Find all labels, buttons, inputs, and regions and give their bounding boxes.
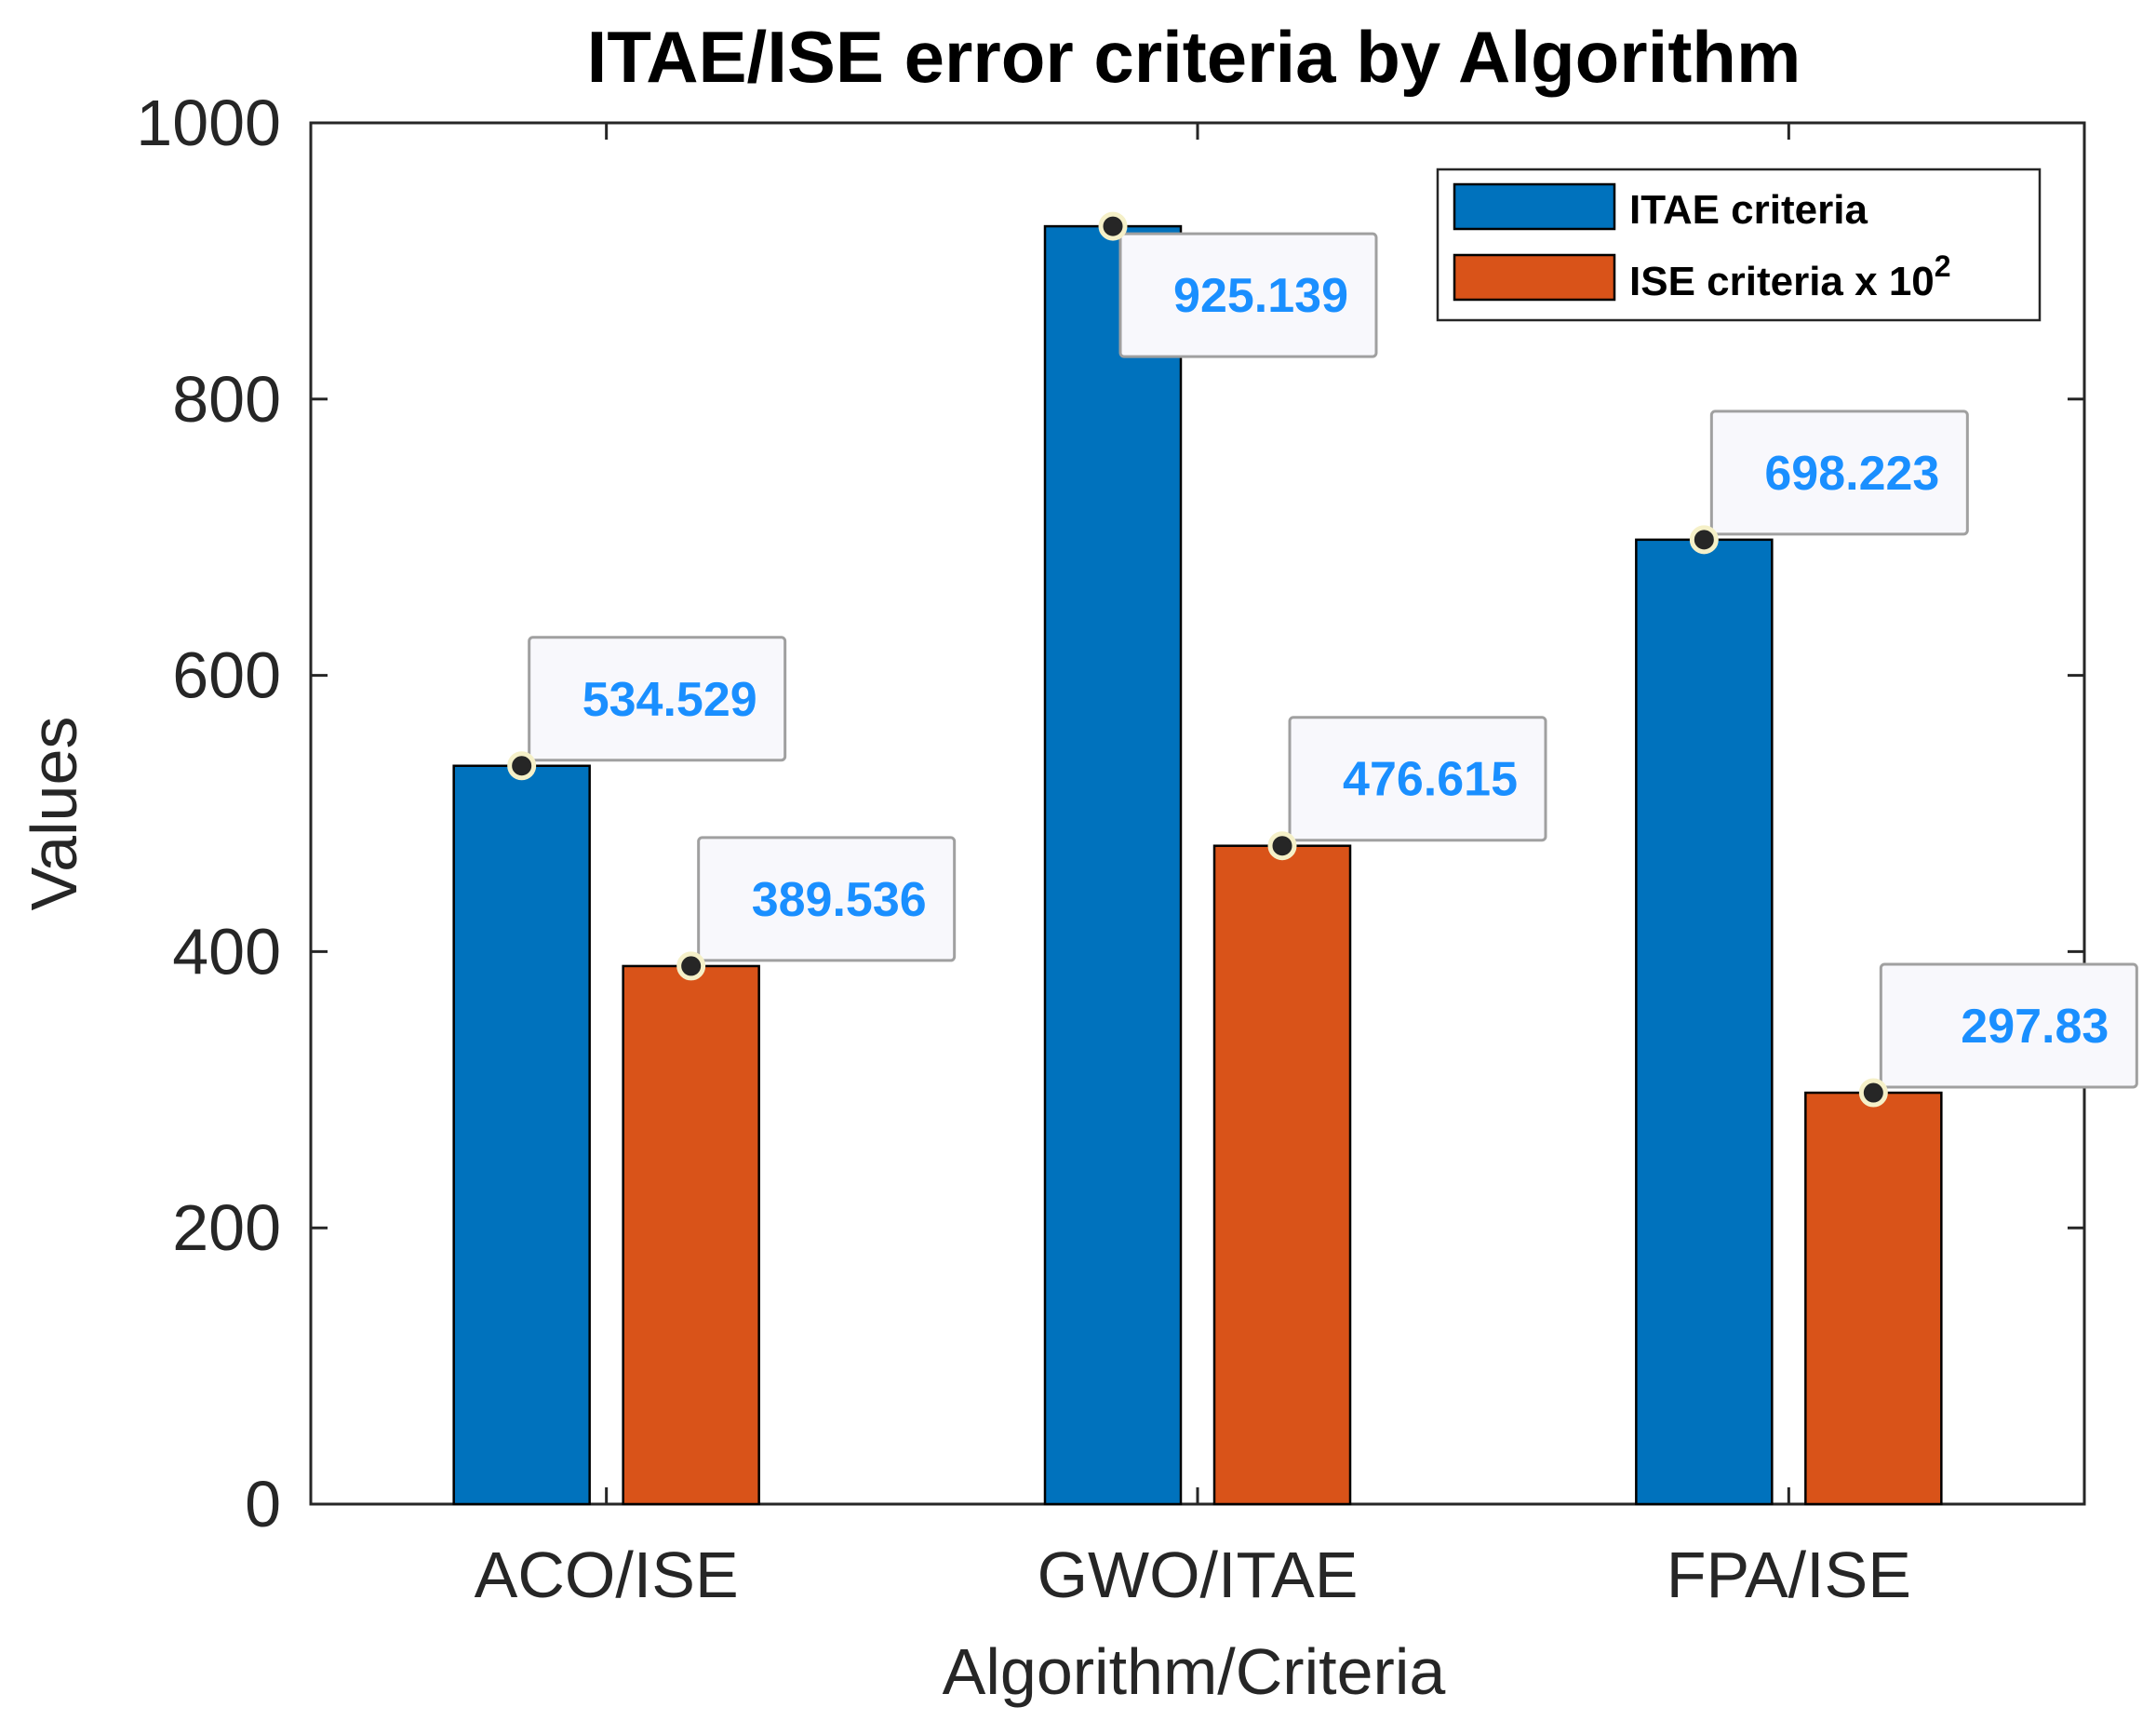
data-tip-box [697, 836, 957, 962]
bar-itae [452, 764, 591, 1506]
data-tip-marker [1689, 525, 1719, 555]
data-tip-box [528, 636, 787, 762]
x-tick-label: ACO/ISE [475, 1539, 739, 1611]
data-tip-marker [676, 951, 706, 981]
bar-ise [1212, 844, 1352, 1506]
legend-swatch-ise [1453, 253, 1616, 302]
bar-ise [1804, 1091, 1943, 1506]
data-tip-box [1118, 232, 1378, 358]
y-tick-label: 400 [172, 915, 281, 988]
data-label: 925.139 [1173, 269, 1348, 323]
data-label: 534.529 [583, 673, 757, 727]
y-tick-label: 200 [172, 1191, 281, 1264]
data-tip-marker [1267, 831, 1297, 861]
legend-swatch-itae [1453, 182, 1616, 231]
data-tip-marker [507, 751, 537, 781]
y-tick-label: 1000 [136, 87, 281, 159]
data-label: 698.223 [1764, 447, 1939, 501]
bar-itae [1043, 224, 1183, 1506]
data-label: 476.615 [1343, 753, 1518, 807]
y-axis: 0 200 400 600 800 1000 [136, 87, 2084, 1540]
x-tick-label: GWO/ITAE [1038, 1539, 1359, 1611]
bars [452, 224, 1943, 1506]
data-tip-marker [1858, 1078, 1888, 1108]
data-label: 389.536 [752, 873, 927, 927]
y-tick-label: 800 [172, 363, 281, 436]
legend-label-itae: ITAE criteria [1629, 187, 1868, 233]
x-axis-label: Algorithm/Criteria [943, 1635, 1446, 1708]
data-labels: 534.529 925.139 698.223 389.536 476.615 297.8… [507, 211, 2138, 1108]
x-tick-label: FPA/ISE [1667, 1539, 1911, 1611]
x-axis: ACO/ISE GWO/ITAE FPA/ISE [475, 123, 1911, 1611]
data-label: 297.83 [1961, 1000, 2109, 1054]
legend-label-ise: ISE criteria x 102 [1629, 249, 1951, 304]
bar-ise [622, 964, 760, 1506]
y-tick-label: 0 [245, 1468, 281, 1540]
data-tip-box [1709, 410, 1969, 536]
data-tip-marker [1098, 211, 1128, 241]
y-axis-label: Values [18, 717, 90, 911]
legend: ITAE criteria ISE criteria x 102 [1436, 168, 2042, 322]
data-tip-box [1288, 716, 1547, 842]
chart-title: ITAE/ISE error criteria by Algorithm [587, 16, 1801, 98]
data-tip-box [1879, 962, 2138, 1089]
y-tick-label: 600 [172, 639, 281, 712]
bar-itae [1635, 538, 1774, 1506]
